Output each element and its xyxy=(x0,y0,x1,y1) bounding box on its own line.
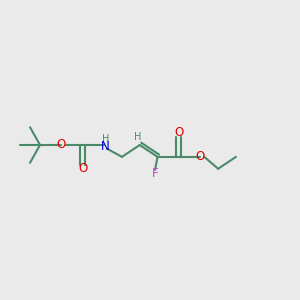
Text: O: O xyxy=(196,150,205,164)
Text: F: F xyxy=(152,167,158,180)
Text: O: O xyxy=(78,162,87,176)
Text: N: N xyxy=(101,140,110,154)
Text: H: H xyxy=(102,134,109,145)
Text: O: O xyxy=(57,139,66,152)
Text: O: O xyxy=(174,126,184,140)
Text: H: H xyxy=(134,132,141,142)
